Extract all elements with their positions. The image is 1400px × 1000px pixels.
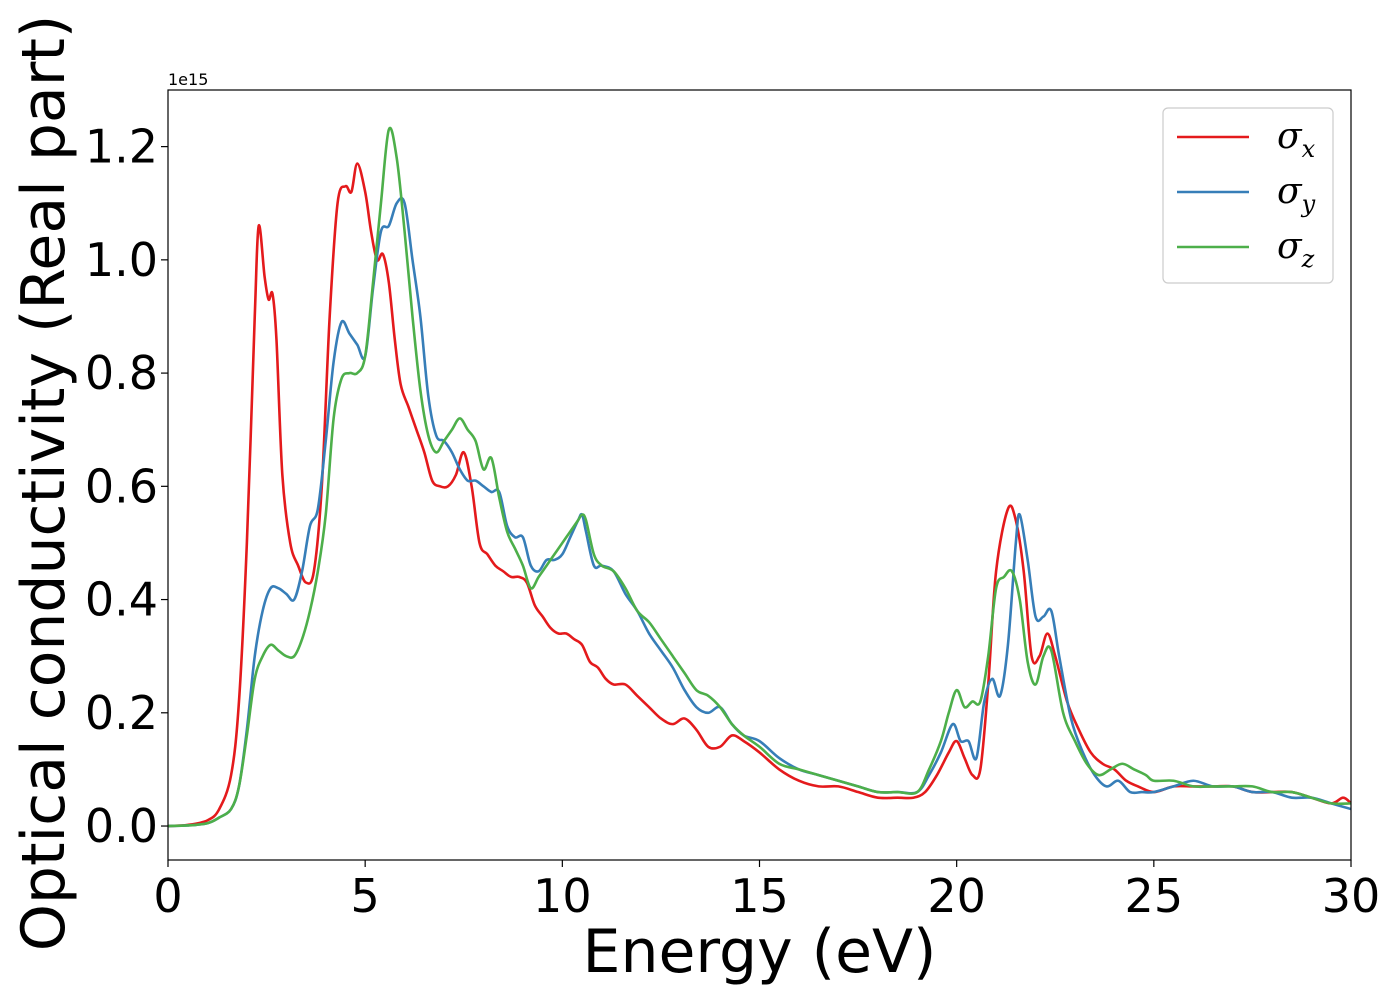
y-tick-label: 0.4 xyxy=(85,573,158,627)
x-tick-label: 25 xyxy=(1125,869,1184,923)
y-tick-label: 0.6 xyxy=(85,459,158,513)
x-tick-label: 5 xyxy=(351,869,380,923)
x-tick-label: 10 xyxy=(533,869,592,923)
y-tick-label: 0.0 xyxy=(85,799,158,853)
legend-label-x: σx xyxy=(1277,116,1316,163)
x-tick-label: 30 xyxy=(1322,869,1381,923)
x-axis-label: Energy (eV) xyxy=(583,917,937,987)
legend: σx σy σz xyxy=(1162,107,1334,284)
legend-label-z: σz xyxy=(1277,226,1315,273)
legend-box xyxy=(1162,107,1334,284)
y-tick-label: 1.2 xyxy=(85,120,158,174)
series-line-y xyxy=(168,196,1351,828)
y-axis-offset-label: 1e15 xyxy=(168,70,208,89)
y-tick-label: 1.0 xyxy=(85,233,158,287)
series-layer xyxy=(168,126,1351,828)
x-axis-ticks: 0 5 10 15 20 25 30 xyxy=(153,860,1380,923)
y-axis-label: Optical conductivity (Real part) xyxy=(9,15,79,952)
x-tick-label: 0 xyxy=(153,869,182,923)
y-tick-label: 0.2 xyxy=(85,686,158,740)
y-axis-ticks: 0.0 0.2 0.4 0.6 0.8 1.0 1.2 xyxy=(85,120,168,853)
y-tick-label: 0.8 xyxy=(85,346,158,400)
legend-label-y: σy xyxy=(1277,171,1316,218)
x-tick-label: 20 xyxy=(927,869,986,923)
series-line-z xyxy=(168,126,1351,828)
x-tick-label: 15 xyxy=(730,869,789,923)
series-line-x xyxy=(168,162,1351,828)
